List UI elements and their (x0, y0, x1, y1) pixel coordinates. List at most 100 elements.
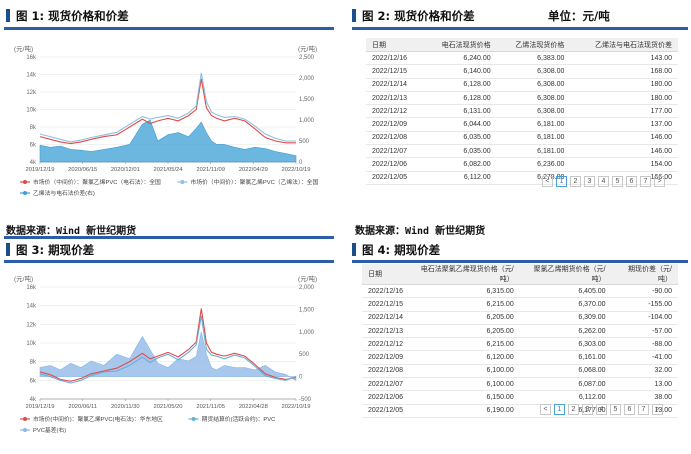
page-button-5[interactable]: 5 (612, 176, 623, 187)
col-date: 日期 (362, 264, 410, 285)
prev-page-button[interactable]: < (540, 404, 551, 415)
table-cell: 6,303.00 (519, 337, 612, 352)
left-tick-label: 4k (30, 160, 37, 166)
table-row: 2022/12/07 6,100.00 6,087.00 13.00 (362, 377, 678, 392)
legend-label: PVC基差(右) (33, 426, 66, 434)
page-button-3[interactable]: 3 (584, 176, 595, 187)
page-button-1[interactable]: 1 (554, 404, 565, 415)
table-cell: 2022/12/13 (362, 324, 410, 339)
panel4-title: 图 4: 期现价差 (352, 242, 440, 258)
legend-label: 期货结算价(活跃合约)：PVC (202, 415, 276, 423)
table-row: 2022/12/13 6,205.00 6,262.00 -57.00 (362, 324, 678, 339)
table-cell: 6,405.00 (519, 284, 612, 299)
x-tick-label: 2022/04/28 (239, 404, 268, 410)
next-page-button[interactable]: > (652, 404, 663, 415)
table-row: 2022/12/09 6,044.00 6,181.00 137.00 (366, 117, 678, 132)
x-tick-label: 2022/04/29 (239, 167, 268, 173)
table-cell: 180.00 (570, 78, 678, 92)
table-row: 2022/12/13 6,128.00 6,308.00 180.00 (366, 91, 678, 106)
panel2-pagination: <1 2 3 4 5 6 7 > (542, 176, 665, 187)
title-marker (352, 243, 356, 256)
x-tick-label: 2022/10/19 (281, 167, 310, 173)
table-cell: 6,190.00 (409, 404, 520, 418)
right-tick-label: 500 (299, 139, 310, 145)
page-button-6[interactable]: 6 (624, 404, 635, 415)
x-tick-label: 2020/06/15 (68, 167, 97, 173)
page-button-5[interactable]: 5 (610, 404, 621, 415)
table-row: 2022/12/06 6,082.00 6,236.00 154.00 (366, 157, 678, 172)
x-tick-label: 2020/06/11 (68, 404, 97, 410)
right-axis-unit: (元/吨) (298, 274, 317, 283)
table-cell: 6,128.00 (422, 78, 497, 92)
table-cell: 2022/12/06 (366, 157, 423, 172)
table-cell: 2022/12/07 (362, 377, 410, 392)
page-button-7[interactable]: 7 (640, 176, 651, 187)
table-header-row: 日期 电石法聚氯乙烯现货价格（元/吨） 聚氯乙烯期货价格（元/吨） 期现价差（元… (362, 264, 678, 285)
series-area-series (39, 119, 297, 163)
x-tick-label: 2021/11/09 (196, 167, 225, 173)
basis-table: 日期 电石法聚氯乙烯现货价格（元/吨） 聚氯乙烯期货价格（元/吨） 期现价差（元… (362, 264, 678, 418)
table-cell: 13.00 (611, 377, 678, 392)
table-cell: 6,161.00 (519, 350, 612, 365)
table-cell: 6,262.00 (519, 324, 612, 339)
table-cell: -41.00 (611, 350, 678, 365)
table-cell: 6,120.00 (409, 350, 520, 365)
table-cell: 2022/12/09 (366, 117, 423, 132)
table-cell: 6,215.00 (409, 337, 520, 352)
right-tick-label: 1,000 (299, 118, 315, 124)
page-button-4[interactable]: 4 (598, 176, 609, 187)
table-cell: 6,087.00 (519, 377, 612, 392)
legend-label: 市场价（中间价）：聚氯乙烯PVC（电石法）：全国 (33, 178, 161, 186)
page-button-2[interactable]: 2 (568, 404, 579, 415)
panel1-title: 图 1: 现货价格和价差 (6, 8, 129, 24)
panel3-title: 图 3: 期现价差 (6, 242, 94, 258)
panel4-divider (352, 260, 688, 263)
x-tick-label: 2020/11/30 (111, 404, 140, 410)
x-tick-label: 2021/11/05 (196, 404, 225, 410)
table-cell: 6,315.00 (409, 284, 520, 299)
table-cell: 146.00 (570, 144, 678, 159)
spot-price-table: 日期 电石法现货价格 乙烯法现货价格 乙烯法与电石法现货价差 2022/12/1… (366, 38, 678, 185)
table-cell: 6,140.00 (422, 64, 497, 79)
table-row: 2022/12/07 6,035.00 6,181.00 146.00 (366, 144, 678, 159)
panel2-title: 图 2: 现货价格和价差 (352, 8, 475, 24)
legend-swatch-dot (23, 417, 27, 421)
next-page-button[interactable]: > (654, 176, 665, 187)
chart-3-basis: (元/吨) (元/吨) 16k 14k 12k 10k 8k 6k 4k 2,000 1,500 1,… (14, 274, 317, 434)
panel1-title-text: 图 1: 现货价格和价差 (16, 9, 129, 23)
page-button-4[interactable]: 4 (596, 404, 607, 415)
table-row: 2022/12/09 6,120.00 6,161.00 -41.00 (362, 350, 678, 365)
left-tick-label: 16k (26, 285, 37, 291)
table-cell: 6,308.00 (496, 91, 571, 106)
table-cell: 6,068.00 (519, 364, 612, 379)
page-button-1[interactable]: 1 (556, 176, 567, 187)
page-button-6[interactable]: 6 (626, 176, 637, 187)
table-row: 2022/12/05 6,112.00 6,278.00 166.00 (366, 171, 678, 185)
table-cell: 6,082.00 (422, 157, 497, 172)
legend-swatch-dot (180, 180, 185, 184)
table-cell: 2022/12/15 (362, 297, 410, 312)
table-row: 2022/12/15 6,140.00 6,308.00 168.00 (366, 64, 678, 79)
prev-page-button[interactable]: < (542, 176, 553, 187)
table-cell: 2022/12/07 (366, 144, 423, 159)
table-cell: 2022/12/16 (362, 284, 410, 299)
table-row: 2022/12/16 6,240.00 6,383.00 143.00 (366, 51, 678, 66)
panel2-title-text: 图 2: 现货价格和价差 (362, 9, 475, 23)
left-tick-label: 16k (26, 55, 37, 61)
left-tick-label: 6k (30, 143, 37, 149)
page-button-3[interactable]: 3 (582, 404, 593, 415)
page-button-7[interactable]: 7 (638, 404, 649, 415)
legend-swatch-dot (23, 428, 27, 432)
col-basis: 期现价差（元/吨） (611, 264, 678, 285)
table-row: 2022/12/06 6,150.00 6,112.00 38.00 (362, 390, 678, 405)
col-ethylene-price: 乙烯法现货价格 (496, 38, 571, 52)
panel2-source: 数据来源：Wind 新世纪期货 (355, 226, 486, 237)
x-tick-label: 2021/05/24 (153, 167, 183, 173)
title-marker (352, 9, 356, 22)
table-cell: 2022/12/16 (366, 51, 423, 66)
table-cell: 32.00 (611, 364, 678, 379)
table-row: 2022/12/08 6,035.00 6,181.00 146.00 (366, 131, 678, 146)
page-button-2[interactable]: 2 (570, 176, 581, 187)
left-tick-label: 14k (26, 304, 37, 310)
series-line-pvc (39, 72, 296, 143)
